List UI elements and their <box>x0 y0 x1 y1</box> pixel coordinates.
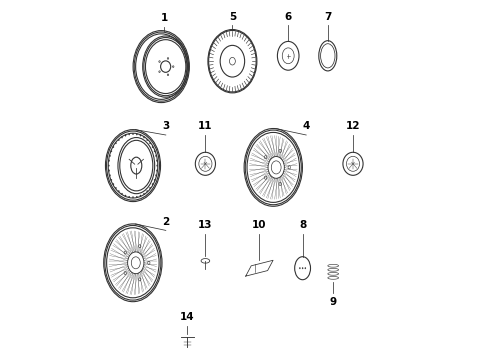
Ellipse shape <box>288 166 291 169</box>
Ellipse shape <box>220 45 245 77</box>
Ellipse shape <box>132 133 134 135</box>
Ellipse shape <box>136 134 137 135</box>
Ellipse shape <box>115 143 117 144</box>
Text: 4: 4 <box>302 121 310 131</box>
Ellipse shape <box>128 134 130 135</box>
Ellipse shape <box>319 41 337 71</box>
Ellipse shape <box>144 136 145 138</box>
Text: 1: 1 <box>160 13 168 23</box>
Ellipse shape <box>167 74 169 76</box>
Ellipse shape <box>125 135 126 136</box>
Ellipse shape <box>172 66 174 67</box>
Ellipse shape <box>294 257 311 280</box>
Ellipse shape <box>125 195 126 197</box>
Ellipse shape <box>154 150 155 152</box>
Ellipse shape <box>128 196 130 198</box>
Ellipse shape <box>159 61 160 62</box>
Text: 6: 6 <box>285 12 292 22</box>
Ellipse shape <box>154 179 155 181</box>
Ellipse shape <box>144 193 145 195</box>
Ellipse shape <box>136 196 137 198</box>
Ellipse shape <box>118 190 120 192</box>
Ellipse shape <box>156 160 158 161</box>
Ellipse shape <box>113 146 114 148</box>
Ellipse shape <box>152 183 153 185</box>
Text: 8: 8 <box>299 220 306 230</box>
Ellipse shape <box>140 135 141 136</box>
Ellipse shape <box>156 170 158 171</box>
Ellipse shape <box>277 41 299 70</box>
Ellipse shape <box>109 155 111 157</box>
Ellipse shape <box>139 245 141 248</box>
Ellipse shape <box>108 160 110 161</box>
Text: 2: 2 <box>162 217 170 227</box>
Ellipse shape <box>279 182 281 186</box>
Text: 5: 5 <box>229 12 236 22</box>
Ellipse shape <box>268 157 284 178</box>
Ellipse shape <box>343 152 363 175</box>
Ellipse shape <box>152 146 153 148</box>
Ellipse shape <box>299 267 300 269</box>
Ellipse shape <box>302 267 303 269</box>
Ellipse shape <box>157 165 158 166</box>
Ellipse shape <box>196 152 216 175</box>
Ellipse shape <box>147 190 148 192</box>
Ellipse shape <box>118 139 120 141</box>
Ellipse shape <box>155 175 157 176</box>
Ellipse shape <box>305 267 306 269</box>
Ellipse shape <box>132 197 134 198</box>
Ellipse shape <box>124 251 126 254</box>
Ellipse shape <box>139 278 141 281</box>
Ellipse shape <box>271 161 281 174</box>
Ellipse shape <box>111 179 112 181</box>
Ellipse shape <box>265 176 267 179</box>
Ellipse shape <box>115 187 117 189</box>
Ellipse shape <box>131 157 142 174</box>
Ellipse shape <box>124 271 126 275</box>
Ellipse shape <box>147 139 148 141</box>
Text: 11: 11 <box>198 121 213 131</box>
Ellipse shape <box>131 257 140 269</box>
Ellipse shape <box>113 183 114 185</box>
Ellipse shape <box>149 187 151 189</box>
Ellipse shape <box>265 156 267 159</box>
Polygon shape <box>245 260 273 276</box>
Text: 13: 13 <box>198 220 213 230</box>
Ellipse shape <box>108 170 110 171</box>
Ellipse shape <box>201 258 210 263</box>
Text: 9: 9 <box>330 297 337 307</box>
Text: 14: 14 <box>180 312 195 322</box>
Ellipse shape <box>109 175 111 176</box>
Text: 7: 7 <box>324 12 332 22</box>
Ellipse shape <box>161 61 171 72</box>
Text: 10: 10 <box>252 220 267 230</box>
Ellipse shape <box>147 261 150 264</box>
Ellipse shape <box>320 44 335 68</box>
Ellipse shape <box>155 155 157 157</box>
Ellipse shape <box>140 195 141 197</box>
Ellipse shape <box>127 252 144 274</box>
Text: 3: 3 <box>162 121 170 131</box>
Ellipse shape <box>159 71 160 72</box>
Ellipse shape <box>229 57 235 65</box>
Ellipse shape <box>167 58 169 59</box>
Ellipse shape <box>111 150 112 152</box>
Text: 12: 12 <box>346 121 360 131</box>
Ellipse shape <box>108 165 109 166</box>
Ellipse shape <box>279 149 281 153</box>
Ellipse shape <box>149 143 151 144</box>
